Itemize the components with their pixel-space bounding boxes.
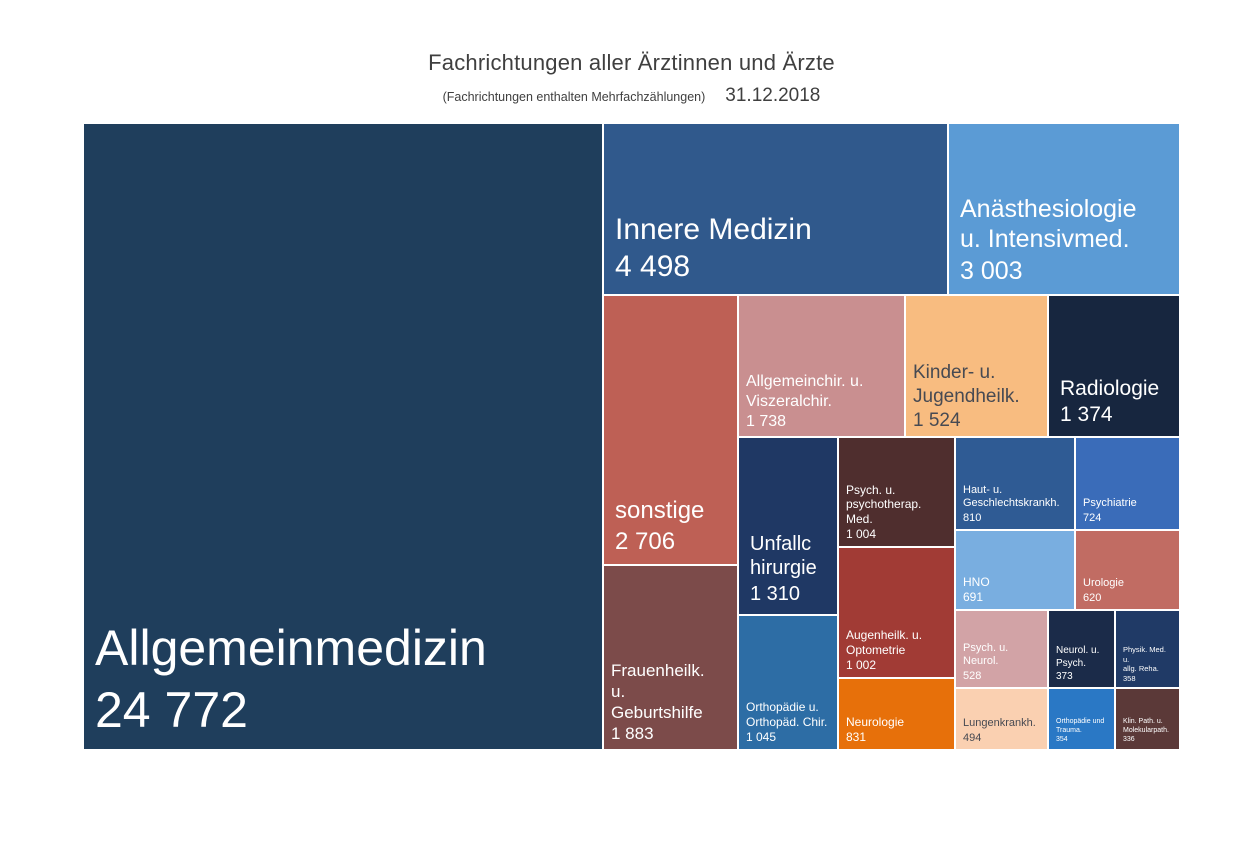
- tile-value: 1 002: [846, 658, 877, 673]
- treemap-tile-orthop-die-und-trauma: Orthopädie und Trauma. 354: [1048, 688, 1115, 750]
- tile-label: Physik. Med. u. allg. Reha.: [1123, 645, 1166, 673]
- tile-label: Urologie: [1083, 577, 1124, 590]
- tile-label: sonstige: [615, 497, 705, 525]
- tile-label: Radiologie: [1060, 376, 1160, 400]
- treemap-tile-innere-medizin: Innere Medizin 4 498: [603, 123, 948, 295]
- tile-label: Augenheilk. u. Optometrie: [846, 628, 923, 657]
- treemap-tile-psychiatrie: Psychiatrie 724: [1075, 437, 1180, 530]
- tile-label: Unfallc hirurgie: [750, 532, 817, 580]
- tile-label: Allgemeinchir. u. Viszeralchir.: [746, 373, 864, 410]
- tile-label: Psychiatrie: [1083, 497, 1137, 510]
- tile-label: Lungenkrankh.: [963, 717, 1036, 730]
- tile-value: 528: [963, 669, 982, 682]
- treemap-tile-urologie: Urologie 620: [1075, 530, 1180, 610]
- tile-value: 831: [846, 730, 867, 745]
- treemap-tile-neurol-u-psych: Neurol. u. Psych. 373: [1048, 610, 1115, 688]
- treemap-tile-hno: HNO 691: [955, 530, 1075, 610]
- treemap-tile-psych-u-psychotherap-med: Psych. u. psychotherap. Med. 1 004: [838, 437, 955, 547]
- treemap-tile-augenheilk-u-optometrie: Augenheilk. u. Optometrie 1 002: [838, 547, 955, 678]
- tile-value: 4 498: [615, 250, 691, 284]
- tile-value: 620: [1083, 591, 1102, 604]
- tile-value: 1 310: [750, 582, 801, 605]
- tile-value: 2 706: [615, 527, 676, 555]
- tile-value: 724: [1083, 511, 1102, 524]
- treemap-tile-allgemeinmedizin: Allgemeinmedizin 24 772: [83, 123, 603, 750]
- tile-label: Anästhesiologie u. Intensivmed.: [960, 194, 1137, 254]
- tile-label: Psych. u. psychotherap. Med.: [846, 482, 922, 526]
- treemap-tile-an-sthesiologie-u-intensivmed: Anästhesiologie u. Intensivmed. 3 003: [948, 123, 1180, 295]
- tile-value: 810: [963, 511, 982, 524]
- treemap-tile-physik-med-u-allg-reha: Physik. Med. u. allg. Reha. 358: [1115, 610, 1180, 688]
- tile-label: Neurologie: [846, 714, 905, 729]
- tile-label: HNO: [963, 574, 990, 589]
- tile-value: 1 883: [611, 724, 654, 744]
- chart-date: 31.12.2018: [725, 85, 821, 106]
- tile-label: Frauenheilk. u. Geburtshilfe: [611, 661, 705, 722]
- tile-value: 373: [1056, 670, 1073, 682]
- treemap-tile-frauenheilk-u-geburtshilfe: Frauenheilk. u. Geburtshilfe 1 883: [603, 565, 738, 750]
- tile-label: Klin. Path. u. Molekularpath.: [1123, 718, 1169, 734]
- treemap-tile-klin-path-u-molekularpath: Klin. Path. u. Molekularpath. 336: [1115, 688, 1180, 750]
- chart-subtitle-row: (Fachrichtungen enthalten Mehrfachzählun…: [83, 85, 1180, 107]
- treemap-tile-sonstige: sonstige 2 706: [603, 295, 738, 565]
- treemap-tile-neurologie: Neurologie 831: [838, 678, 955, 750]
- chart-note: (Fachrichtungen enthalten Mehrfachzählun…: [442, 90, 706, 104]
- treemap-tile-allgemeinchir-u-viszeralchir: Allgemeinchir. u. Viszeralchir. 1 738: [738, 295, 905, 437]
- tile-label: Psych. u. Neurol.: [963, 641, 1009, 668]
- tile-value: 494: [963, 731, 982, 744]
- tile-value: 3 003: [960, 256, 1023, 285]
- tile-value: 24 772: [95, 682, 248, 738]
- treemap-tile-kinder-u-jugendheilk: Kinder- u. Jugendheilk. 1 524: [905, 295, 1048, 437]
- tile-value: 1 374: [1060, 403, 1113, 427]
- tile-label: Innere Medizin: [615, 212, 812, 246]
- tile-value: 358: [1123, 673, 1136, 683]
- treemap-tile-orthop-die-u-orthop-d-chir: Orthopädie u. Orthopäd. Chir. 1 045: [738, 615, 838, 750]
- chart-title: Fachrichtungen aller Ärztinnen und Ärzte: [428, 50, 835, 75]
- tile-value: 1 524: [913, 409, 961, 431]
- tile-label: Allgemeinmedizin: [95, 620, 487, 676]
- treemap-tile-psych-u-neurol: Psych. u. Neurol. 528: [955, 610, 1048, 688]
- chart-header: Fachrichtungen aller Ärztinnen und Ärzte…: [83, 50, 1180, 107]
- tile-label: Kinder- u. Jugendheilk.: [913, 362, 1020, 407]
- tile-value: 354: [1056, 736, 1068, 744]
- tile-value: 336: [1123, 736, 1135, 744]
- treemap-tile-lungenkrankh: Lungenkrankh. 494: [955, 688, 1048, 750]
- treemap-tile-haut-u-geschlechtskrankh: Haut- u. Geschlechtskrankh. 810: [955, 437, 1075, 530]
- tile-label: Haut- u. Geschlechtskrankh.: [963, 483, 1060, 510]
- tile-label: Neurol. u. Psych.: [1056, 645, 1100, 669]
- tile-value: 1 738: [746, 413, 787, 431]
- tile-label: Orthopädie und Trauma.: [1056, 718, 1105, 734]
- treemap-tile-radiologie: Radiologie 1 374: [1048, 295, 1180, 437]
- tile-label: Orthopädie u. Orthopäd. Chir.: [746, 700, 828, 729]
- tile-value: 1 004: [846, 527, 877, 542]
- tile-value: 1 045: [746, 730, 777, 745]
- treemap-tile-unfallchirurgie: Unfallc hirurgie 1 310: [738, 437, 838, 615]
- tile-value: 691: [963, 590, 984, 605]
